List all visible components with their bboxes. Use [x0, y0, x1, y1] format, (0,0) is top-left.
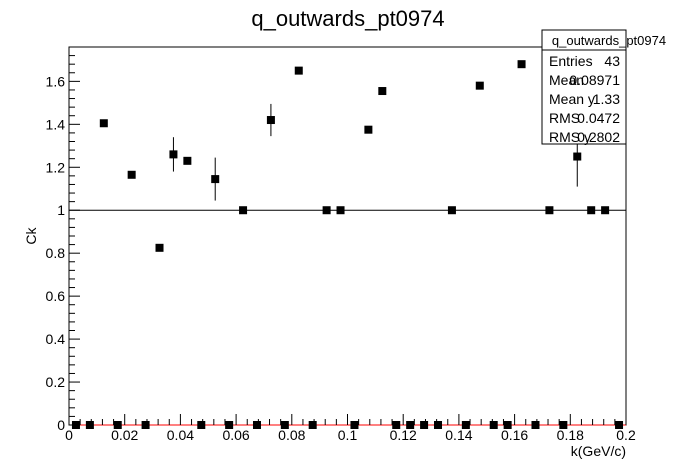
stats-box-value: 43 — [604, 53, 620, 69]
data-point — [392, 421, 401, 429]
y-tick-label: 0 — [57, 417, 65, 433]
y-tick-label: 1.2 — [46, 159, 66, 175]
data-point — [169, 150, 178, 159]
data-point — [155, 243, 164, 252]
x-tick-label: 0.16 — [501, 427, 528, 443]
data-point — [239, 206, 248, 215]
y-tick-label: 1.4 — [46, 116, 66, 132]
x-tick-label: 0.08 — [278, 427, 305, 443]
stats-box-value: 0.08971 — [569, 72, 620, 88]
data-point — [573, 152, 582, 161]
data-point — [364, 125, 373, 134]
y-tick-label: 0.8 — [46, 245, 66, 261]
x-tick-label: 0 — [65, 427, 73, 443]
data-point — [378, 87, 387, 96]
data-point — [294, 66, 303, 75]
data-point — [113, 421, 122, 429]
data-point — [406, 421, 415, 429]
data-point — [322, 206, 331, 215]
data-point — [601, 206, 610, 215]
data-point — [141, 421, 150, 429]
stats-box-label: RMS — [549, 110, 580, 126]
data-point — [85, 421, 94, 429]
data-point — [434, 421, 443, 429]
data-point — [266, 116, 275, 125]
stats-box-label: Mean y — [549, 91, 595, 107]
y-tick-label: 0.2 — [46, 374, 66, 390]
data-point — [99, 119, 108, 128]
data-point — [71, 421, 80, 429]
stats-box-value: 0.2802 — [577, 129, 620, 145]
stats-box-label: RMS y — [549, 129, 591, 145]
x-axis-label: k(GeV/c) — [571, 443, 626, 459]
y-tick-label: 1 — [57, 202, 65, 218]
data-point — [615, 421, 624, 429]
data-point — [420, 421, 429, 429]
stats-box-value: 0.0472 — [577, 110, 620, 126]
x-tick-label: 0.04 — [167, 427, 194, 443]
data-point — [127, 170, 136, 179]
stats-box-label: Entries — [549, 53, 593, 69]
chart-title: q_outwards_pt0974 — [251, 6, 444, 31]
data-point — [489, 421, 498, 429]
data-point — [336, 206, 345, 215]
reference-lines — [69, 209, 626, 426]
data-point — [183, 156, 192, 165]
data-point — [280, 421, 289, 429]
data-point — [503, 421, 512, 429]
y-tick-label: 0.4 — [46, 331, 66, 347]
x-axis: 0 0.02 0.04 0.06 0.08 0.1 0.12 0.14 0.16 0.18 0.2 — [65, 414, 636, 443]
data-points — [71, 60, 624, 429]
y-tick-label: 0.6 — [46, 288, 66, 304]
x-tick-label: 0.06 — [222, 427, 249, 443]
data-point — [587, 206, 596, 215]
x-tick-label: 0.2 — [616, 427, 636, 443]
x-tick-label: 0.1 — [338, 427, 358, 443]
data-point — [308, 421, 317, 429]
y-axis: 0 0.2 0.4 0.6 0.8 1 1.2 1.4 1.6 — [46, 46, 80, 433]
data-point — [559, 421, 568, 429]
data-point — [447, 206, 456, 215]
stats-box-value: 1.33 — [593, 91, 620, 107]
data-point — [350, 421, 359, 429]
stats-box-frame — [541, 29, 627, 145]
data-point — [197, 421, 206, 429]
x-tick-label: 0.12 — [390, 427, 417, 443]
stats-box-label: Mean — [549, 72, 584, 88]
data-point — [545, 206, 554, 215]
data-point — [475, 81, 484, 90]
y-axis-label: Ck — [23, 226, 39, 244]
x-tick-label: 0.02 — [111, 427, 138, 443]
x-tick-label: 0.14 — [445, 427, 472, 443]
x-tick-label: 0.18 — [557, 427, 584, 443]
data-point — [225, 421, 234, 429]
data-point — [461, 421, 470, 429]
y-tick-label: 1.6 — [46, 73, 66, 89]
data-point — [211, 175, 220, 184]
data-point — [517, 60, 526, 69]
data-point — [252, 421, 261, 429]
stats-box-title: q_outwards_pt0974 — [552, 33, 666, 48]
data-point — [531, 421, 540, 429]
